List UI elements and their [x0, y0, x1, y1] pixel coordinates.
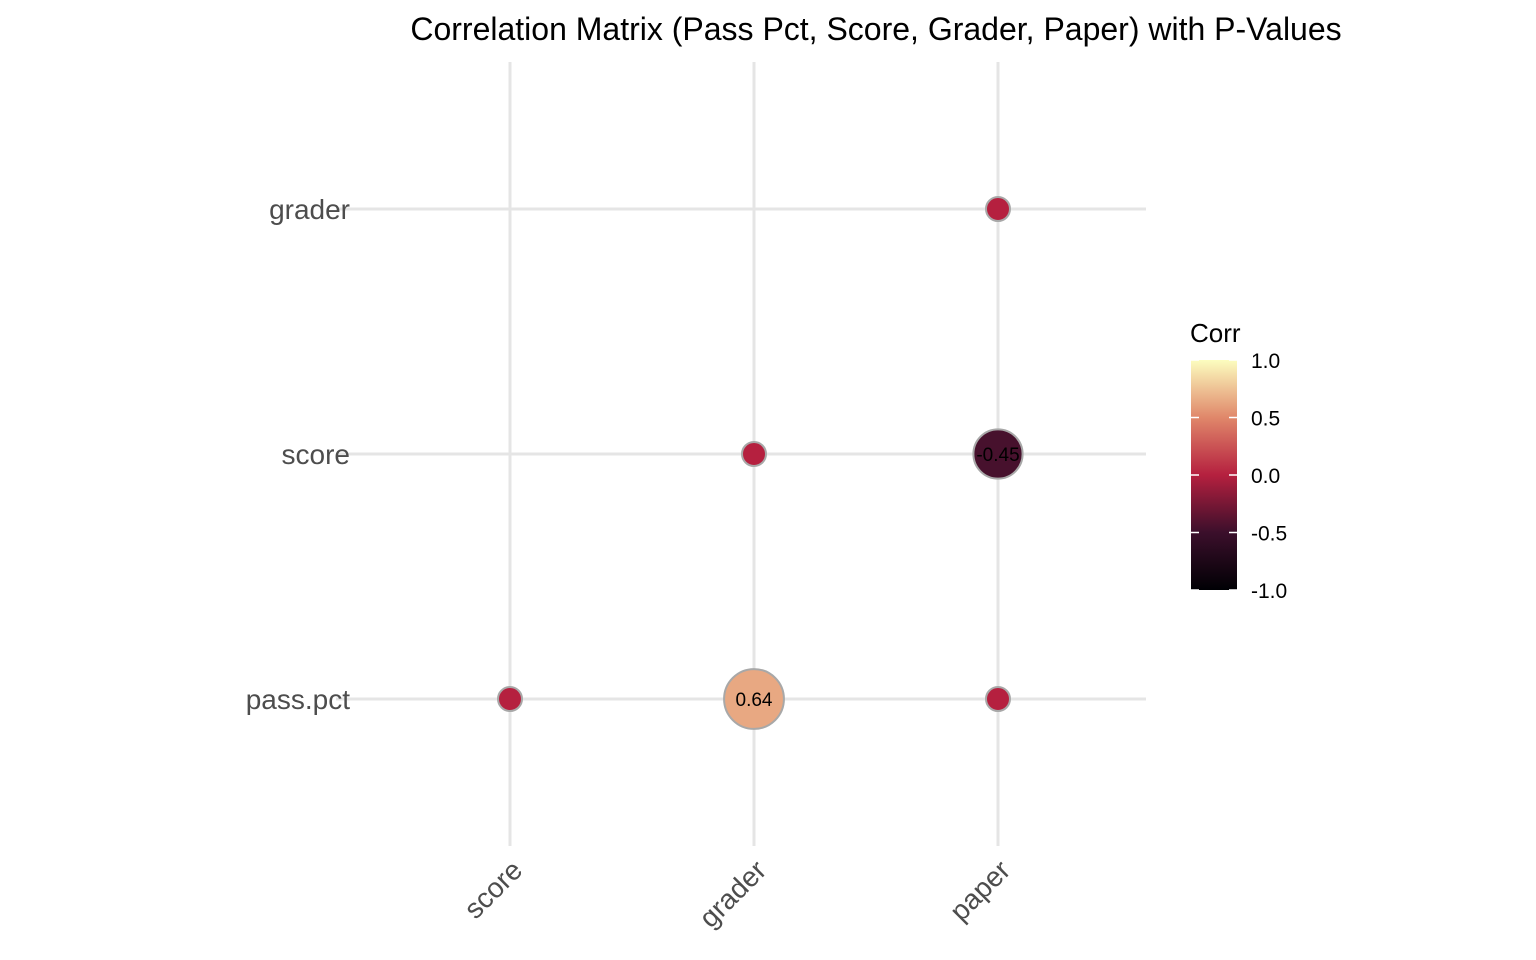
- legend-title: Corr: [1190, 318, 1241, 348]
- corr-point-pass.pct-grader: [723, 668, 785, 730]
- corr-point-score-grader: [741, 441, 767, 467]
- corr-point-pass.pct-score: [497, 686, 523, 712]
- legend-ticks: 1.0 0.5 0.0 -0.5 -1.0: [1191, 350, 1287, 603]
- y-tick-label: grader: [269, 194, 350, 225]
- x-tick-label: score: [458, 854, 528, 924]
- legend: Corr 1.0 0.5 0.0 -0.5 -1.0: [1190, 318, 1287, 603]
- x-axis-ticks: score grader paper: [458, 854, 1016, 933]
- legend-tick-label: 0.5: [1251, 408, 1280, 431]
- y-tick-label: pass.pct: [246, 684, 350, 715]
- corr-point-pass.pct-paper: [985, 686, 1011, 712]
- correlation-points: 0.64 -0.45: [497, 196, 1024, 730]
- corr-value-label: -0.45: [976, 445, 1019, 466]
- corr-value-label: 0.64: [736, 690, 773, 711]
- corr-point-score-paper: [972, 428, 1024, 480]
- y-tick-label: score: [282, 439, 350, 470]
- legend-tick-label: -0.5: [1251, 523, 1287, 546]
- legend-tick-label: 0.0: [1251, 465, 1280, 488]
- legend-tick-label: 1.0: [1251, 350, 1280, 373]
- legend-tick-label: -1.0: [1251, 580, 1287, 603]
- chart-title: Correlation Matrix (Pass Pct, Score, Gra…: [410, 11, 1341, 47]
- y-axis-ticks: pass.pct score grader: [246, 194, 350, 715]
- corr-point-grader-paper: [985, 196, 1011, 222]
- x-tick-label: paper: [944, 854, 1017, 927]
- x-tick-label: grader: [693, 854, 772, 933]
